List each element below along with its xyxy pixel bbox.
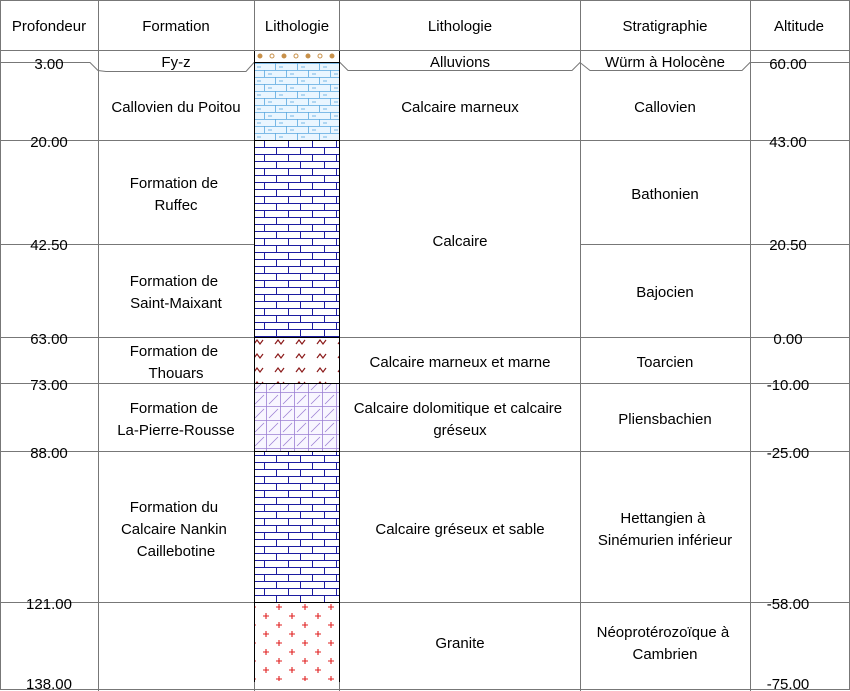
pattern-calcaire-2 — [255, 452, 339, 602]
depth-labels: 3.00 20.00 42.50 63.00 73.00 88.00 121.0… — [26, 56, 72, 691]
pattern-calcaire-dolomitique — [255, 384, 339, 451]
lithology-cell: Calcaire marneux et marne — [370, 354, 551, 371]
top-row: Fy-z Alluvions Würm à Holocène — [161, 54, 725, 71]
altitude-label: -58.00 — [767, 596, 810, 613]
altitude-label: -25.00 — [767, 445, 810, 462]
header-formation: Formation — [142, 18, 210, 35]
header-lithology-pattern: Lithologie — [265, 18, 329, 35]
stratigraphy-cell: Callovien — [634, 99, 696, 116]
pattern-alluvions — [255, 51, 339, 62]
layer-boundaries — [0, 61, 850, 603]
stratigraphy-cell: Hettangien à Sinémurien inférieur — [598, 510, 732, 549]
lithology-cell: Calcaire — [432, 233, 487, 250]
altitude-label: 20.50 — [769, 237, 807, 254]
altitude-label: -10.00 — [767, 377, 810, 394]
depth-label: 42.50 — [30, 237, 68, 254]
header-stratigraphy: Stratigraphie — [622, 18, 707, 35]
lithology-column-borders — [254, 51, 340, 682]
lithology-column — [255, 51, 339, 681]
stratigraphy-cell: Pliensbachien — [618, 411, 711, 428]
stratigraphy-column: Callovien Bathonien Bajocien Toarcien Pl… — [597, 99, 734, 663]
top-lithology: Alluvions — [430, 54, 490, 71]
header-altitude: Altitude — [774, 18, 824, 35]
depth-label: 121.00 — [26, 596, 72, 613]
lithology-text-column: Calcaire marneux Calcaire Calcaire marne… — [354, 99, 567, 652]
pattern-granite — [255, 603, 339, 681]
header-row: Profondeur Formation Lithologie Litholog… — [12, 18, 824, 35]
depth-label: 63.00 — [30, 331, 68, 348]
pattern-alluvions-dots — [257, 53, 335, 59]
formation-cell: Formation de La-Pierre-Rousse — [117, 400, 235, 439]
altitude-label: 60.00 — [769, 56, 807, 73]
stratigraphy-cell: Bathonien — [631, 186, 699, 203]
altitude-label: 43.00 — [769, 134, 807, 151]
formation-cell: Formation de Ruffec — [130, 175, 223, 214]
lithology-cell: Calcaire dolomitique et calcaire gréseux — [354, 400, 567, 439]
altitude-label: 0.00 — [773, 331, 802, 348]
depth-label: 138.00 — [26, 676, 72, 691]
formation-cell: Callovien du Poitou — [111, 99, 240, 116]
pattern-calcaire-1 — [255, 141, 339, 337]
top-formation: Fy-z — [161, 54, 190, 71]
stratigraphy-cell: Toarcien — [637, 354, 694, 371]
altitude-label: -75.00 — [767, 676, 810, 691]
depth-label: 3.00 — [34, 56, 63, 73]
formation-cell: Formation de Saint-Maixant — [130, 273, 223, 312]
formation-cell: Formation du Calcaire Nankin Caillebotin… — [121, 499, 231, 560]
stratigraphy-cell: Néoprotérozoïque à Cambrien — [597, 624, 734, 663]
depth-label: 88.00 — [30, 445, 68, 462]
altitude-labels: 60.00 43.00 20.50 0.00 -10.00 -25.00 -58… — [767, 56, 810, 691]
stratigraphy-cell: Bajocien — [636, 284, 694, 301]
lithology-cell: Calcaire gréseux et sable — [375, 521, 544, 538]
pattern-calcaire-marneux — [255, 63, 339, 140]
header-depth: Profondeur — [12, 18, 86, 35]
depth-label: 73.00 — [30, 377, 68, 394]
formation-column: Callovien du Poitou Formation de Ruffec … — [111, 99, 240, 560]
pattern-marne — [255, 338, 339, 383]
formation-cell: Formation de Thouars — [130, 343, 223, 382]
lithology-cell: Calcaire marneux — [401, 99, 519, 116]
lithology-cell: Granite — [435, 635, 484, 652]
header-lithology: Lithologie — [428, 18, 492, 35]
depth-label: 20.00 — [30, 134, 68, 151]
top-stratigraphy: Würm à Holocène — [605, 54, 725, 71]
